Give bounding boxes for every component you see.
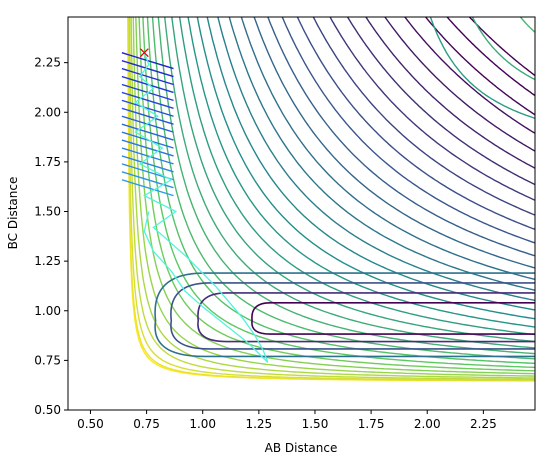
x-tick-label: 1.25 — [245, 417, 272, 431]
y-tick-label: 0.75 — [34, 353, 61, 367]
y-tick: 1.25 — [34, 254, 68, 268]
contour-line — [424, 17, 535, 116]
valley-contour-line — [170, 282, 535, 350]
y-tick: 0.75 — [34, 353, 68, 367]
y-tick: 0.50 — [34, 403, 68, 417]
x-tick: 2.00 — [414, 410, 441, 431]
contour-line — [429, 17, 535, 120]
y-axis-ticks: 0.50 0.75 1.00 1.25 1.50 1.75 2.00 2.25 — [34, 56, 68, 417]
x-tick-label: 2.25 — [470, 417, 497, 431]
contour-line — [146, 17, 535, 365]
valley-contour-line — [251, 302, 535, 335]
contour-line — [253, 17, 535, 269]
x-tick-label: 1.00 — [189, 417, 216, 431]
contour-line — [142, 17, 535, 369]
contour-line — [132, 17, 535, 377]
trajectory-oscillation-segment — [121, 123, 174, 141]
trajectory-oscillation-segment — [121, 147, 174, 165]
contour-line — [471, 17, 535, 81]
contour-line — [329, 17, 535, 201]
plot-frame — [67, 16, 536, 411]
contour-line — [403, 17, 535, 135]
trajectory-layer — [134, 52, 269, 363]
y-tick-label: 1.50 — [34, 205, 61, 219]
x-tick: 1.25 — [245, 410, 272, 431]
x-axis-label: AB Distance — [265, 441, 338, 455]
x-tick: 2.25 — [470, 410, 497, 431]
contour-line — [240, 17, 535, 281]
contour-line — [135, 17, 535, 375]
valley-contour-line — [154, 272, 535, 358]
y-axis-label: BC Distance — [6, 177, 20, 250]
contour-line — [128, 17, 535, 381]
contour-line — [468, 17, 535, 77]
y-tick: 2.25 — [34, 56, 68, 70]
trajectory-zigzag-layer — [121, 52, 174, 197]
x-tick-label: 0.50 — [77, 417, 104, 431]
contour-line — [365, 17, 535, 169]
trajectory-oscillation-segment — [121, 107, 174, 125]
contour-line — [542, 0, 555, 30]
marker-layer — [139, 48, 149, 58]
x-tick: 1.50 — [302, 410, 329, 431]
contour-line — [130, 17, 535, 379]
x-tick-label: 0.75 — [133, 417, 160, 431]
y-tick: 1.00 — [34, 304, 68, 318]
contour-line — [519, 17, 535, 34]
x-tick: 0.75 — [133, 410, 160, 431]
x-tick-label: 2.00 — [414, 417, 441, 431]
x-tick-label: 1.50 — [302, 417, 329, 431]
trajectory-oscillation-segment — [121, 75, 174, 94]
contour-line — [196, 17, 535, 320]
y-tick: 2.00 — [34, 105, 68, 119]
contour-line — [157, 17, 535, 355]
trajectory-oscillation-segment — [121, 139, 174, 157]
y-tick-label: 0.50 — [34, 403, 61, 417]
y-tick: 1.75 — [34, 155, 68, 169]
contour-line — [384, 17, 535, 152]
contour-line — [296, 17, 535, 231]
contour-line — [267, 17, 535, 257]
x-tick: 1.00 — [189, 410, 216, 431]
y-tick-label: 1.75 — [34, 155, 61, 169]
y-tick-label: 2.00 — [34, 105, 61, 119]
trajectory-oscillation-segment — [121, 115, 174, 133]
trajectory-oscillation-segment — [121, 99, 174, 117]
y-tick: 1.50 — [34, 205, 68, 219]
trajectory-oscillation-segment — [121, 59, 174, 78]
x-tick: 1.75 — [358, 410, 385, 431]
contour-line — [178, 17, 535, 336]
contour-line — [164, 17, 535, 349]
trajectory-oscillation-segment — [121, 171, 174, 189]
contour-line — [312, 17, 535, 216]
x-axis-ticks: 0.50 0.75 1.00 1.25 1.50 1.75 2.00 2.25 — [77, 410, 497, 431]
start-marker — [139, 48, 149, 58]
contour-line — [446, 17, 535, 97]
contour-line — [281, 17, 535, 244]
x-tick-label: 1.75 — [358, 417, 385, 431]
contour-line — [138, 17, 535, 372]
y-tick-label: 2.25 — [34, 56, 61, 70]
contour-line — [346, 17, 535, 186]
trajectory-path — [134, 52, 269, 363]
valley-contour-line — [197, 292, 535, 343]
trajectory-oscillation-segment — [121, 91, 174, 109]
contour-line — [187, 17, 535, 328]
y-tick-label: 1.00 — [34, 304, 61, 318]
trajectory-oscillation-segment — [121, 179, 174, 197]
contour-layer — [127, 0, 555, 382]
y-tick-label: 1.25 — [34, 254, 61, 268]
trajectory-return-path — [143, 211, 269, 363]
contour-line — [127, 17, 535, 381]
trajectory-oscillation-segment — [121, 155, 174, 173]
x-tick: 0.50 — [77, 410, 104, 431]
trajectory-oscillation-segment — [121, 67, 174, 86]
